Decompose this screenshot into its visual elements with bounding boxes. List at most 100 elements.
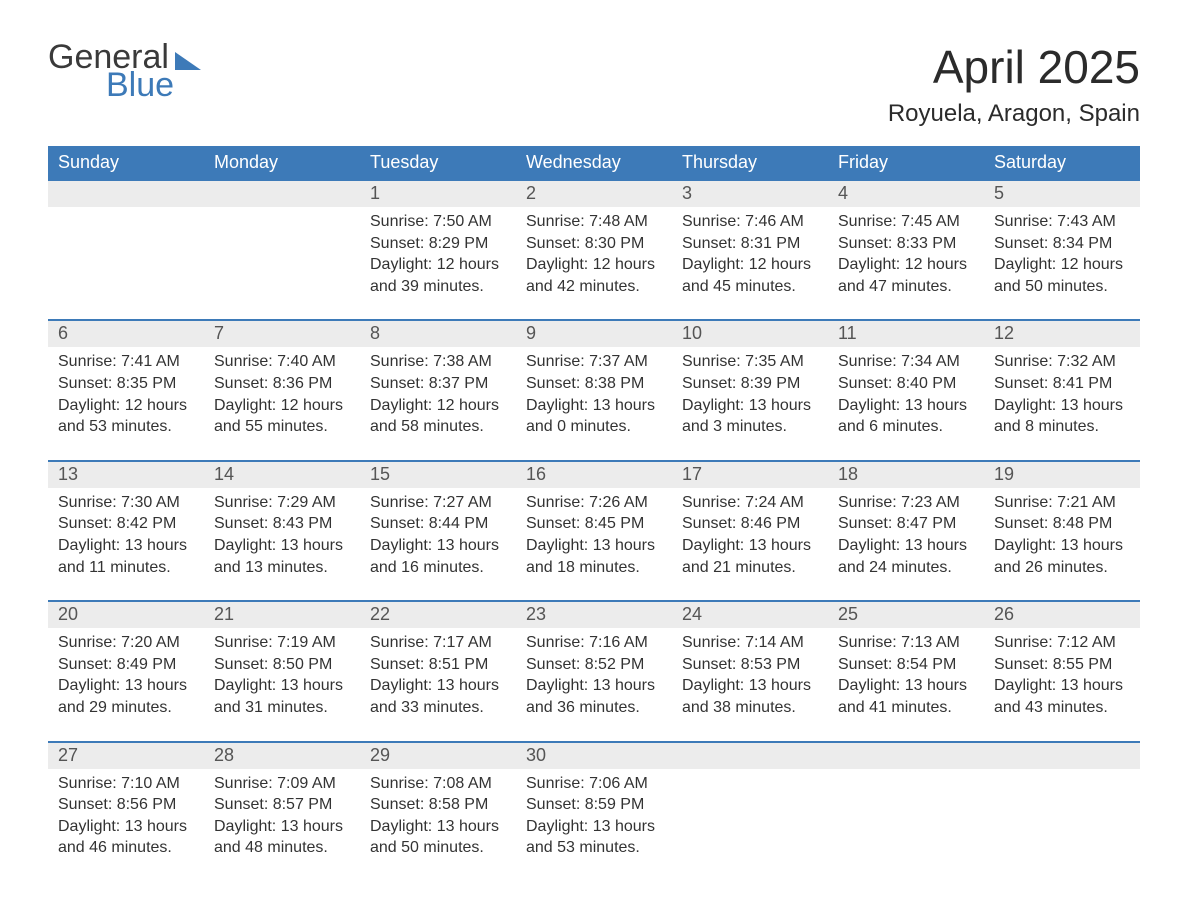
daylight-line-2: and 41 minutes. [838,697,974,719]
week-row: 13Sunrise: 7:30 AMSunset: 8:42 PMDayligh… [48,461,1140,601]
daylight-line-1: Daylight: 13 hours [994,675,1130,697]
sunrise-line: Sunrise: 7:37 AM [526,351,662,373]
day-cell: 3Sunrise: 7:46 AMSunset: 8:31 PMDaylight… [672,180,828,320]
day-cell: 9Sunrise: 7:37 AMSunset: 8:38 PMDaylight… [516,320,672,460]
day-number: 14 [204,462,360,488]
day-number: 12 [984,321,1140,347]
day-number: 25 [828,602,984,628]
daylight-line-1: Daylight: 12 hours [526,254,662,276]
daylight-line-2: and 39 minutes. [370,276,506,298]
day-body: Sunrise: 7:30 AMSunset: 8:42 PMDaylight:… [48,488,204,600]
daylight-line-2: and 8 minutes. [994,416,1130,438]
daylight-line-1: Daylight: 13 hours [526,535,662,557]
daylight-line-1: Daylight: 13 hours [58,816,194,838]
sunrise-line: Sunrise: 7:46 AM [682,211,818,233]
day-number: 22 [360,602,516,628]
day-cell: 28Sunrise: 7:09 AMSunset: 8:57 PMDayligh… [204,742,360,881]
day-number [48,181,204,207]
day-number: 5 [984,181,1140,207]
day-cell: 13Sunrise: 7:30 AMSunset: 8:42 PMDayligh… [48,461,204,601]
day-body: Sunrise: 7:41 AMSunset: 8:35 PMDaylight:… [48,347,204,459]
daylight-line-2: and 29 minutes. [58,697,194,719]
day-cell: 8Sunrise: 7:38 AMSunset: 8:37 PMDaylight… [360,320,516,460]
week-row: 27Sunrise: 7:10 AMSunset: 8:56 PMDayligh… [48,742,1140,881]
day-number: 10 [672,321,828,347]
day-body: Sunrise: 7:24 AMSunset: 8:46 PMDaylight:… [672,488,828,600]
daylight-line-2: and 47 minutes. [838,276,974,298]
daylight-line-1: Daylight: 12 hours [682,254,818,276]
daylight-line-2: and 26 minutes. [994,557,1130,579]
dayhdr-sunday: Sunday [48,146,204,180]
sunset-line: Sunset: 8:51 PM [370,654,506,676]
day-number: 8 [360,321,516,347]
day-number: 20 [48,602,204,628]
sunset-line: Sunset: 8:42 PM [58,513,194,535]
day-body: Sunrise: 7:48 AMSunset: 8:30 PMDaylight:… [516,207,672,319]
sunrise-line: Sunrise: 7:19 AM [214,632,350,654]
sunset-line: Sunset: 8:37 PM [370,373,506,395]
daylight-line-2: and 33 minutes. [370,697,506,719]
sunset-line: Sunset: 8:44 PM [370,513,506,535]
daylight-line-2: and 16 minutes. [370,557,506,579]
day-cell: 1Sunrise: 7:50 AMSunset: 8:29 PMDaylight… [360,180,516,320]
daylight-line-1: Daylight: 13 hours [994,395,1130,417]
day-number [672,743,828,769]
day-number: 24 [672,602,828,628]
sunset-line: Sunset: 8:58 PM [370,794,506,816]
sunrise-line: Sunrise: 7:26 AM [526,492,662,514]
sunset-line: Sunset: 8:30 PM [526,233,662,255]
day-body: Sunrise: 7:40 AMSunset: 8:36 PMDaylight:… [204,347,360,459]
day-body: Sunrise: 7:09 AMSunset: 8:57 PMDaylight:… [204,769,360,881]
sunrise-line: Sunrise: 7:34 AM [838,351,974,373]
daylight-line-1: Daylight: 13 hours [370,535,506,557]
sunrise-line: Sunrise: 7:23 AM [838,492,974,514]
day-body: Sunrise: 7:16 AMSunset: 8:52 PMDaylight:… [516,628,672,740]
day-number: 2 [516,181,672,207]
day-body: Sunrise: 7:43 AMSunset: 8:34 PMDaylight:… [984,207,1140,319]
sunset-line: Sunset: 8:31 PM [682,233,818,255]
sunrise-line: Sunrise: 7:12 AM [994,632,1130,654]
sunset-line: Sunset: 8:54 PM [838,654,974,676]
sunset-line: Sunset: 8:55 PM [994,654,1130,676]
daylight-line-2: and 46 minutes. [58,837,194,859]
daylight-line-1: Daylight: 12 hours [994,254,1130,276]
sunrise-line: Sunrise: 7:09 AM [214,773,350,795]
day-number [984,743,1140,769]
daylight-line-2: and 38 minutes. [682,697,818,719]
day-body: Sunrise: 7:50 AMSunset: 8:29 PMDaylight:… [360,207,516,319]
daylight-line-2: and 18 minutes. [526,557,662,579]
logo: General Blue [48,40,201,102]
daylight-line-2: and 21 minutes. [682,557,818,579]
day-cell: 24Sunrise: 7:14 AMSunset: 8:53 PMDayligh… [672,601,828,741]
daylight-line-2: and 3 minutes. [682,416,818,438]
sunset-line: Sunset: 8:52 PM [526,654,662,676]
week-row: 20Sunrise: 7:20 AMSunset: 8:49 PMDayligh… [48,601,1140,741]
daylight-line-1: Daylight: 13 hours [682,675,818,697]
daylight-line-1: Daylight: 13 hours [214,816,350,838]
daylight-line-2: and 55 minutes. [214,416,350,438]
day-number: 11 [828,321,984,347]
day-body: Sunrise: 7:38 AMSunset: 8:37 PMDaylight:… [360,347,516,459]
daylight-line-1: Daylight: 12 hours [214,395,350,417]
calendar-table: Sunday Monday Tuesday Wednesday Thursday… [48,146,1140,881]
day-number: 16 [516,462,672,488]
sunrise-line: Sunrise: 7:40 AM [214,351,350,373]
day-body: Sunrise: 7:12 AMSunset: 8:55 PMDaylight:… [984,628,1140,740]
daylight-line-1: Daylight: 13 hours [682,535,818,557]
day-body: Sunrise: 7:34 AMSunset: 8:40 PMDaylight:… [828,347,984,459]
day-number: 1 [360,181,516,207]
day-body: Sunrise: 7:06 AMSunset: 8:59 PMDaylight:… [516,769,672,881]
day-body: Sunrise: 7:37 AMSunset: 8:38 PMDaylight:… [516,347,672,459]
day-body [828,769,984,865]
day-number: 7 [204,321,360,347]
daylight-line-1: Daylight: 13 hours [526,816,662,838]
daylight-line-1: Daylight: 13 hours [370,816,506,838]
sunrise-line: Sunrise: 7:38 AM [370,351,506,373]
sunset-line: Sunset: 8:45 PM [526,513,662,535]
day-number: 27 [48,743,204,769]
daylight-line-2: and 42 minutes. [526,276,662,298]
sunset-line: Sunset: 8:59 PM [526,794,662,816]
day-body: Sunrise: 7:27 AMSunset: 8:44 PMDaylight:… [360,488,516,600]
sunrise-line: Sunrise: 7:45 AM [838,211,974,233]
day-body: Sunrise: 7:20 AMSunset: 8:49 PMDaylight:… [48,628,204,740]
